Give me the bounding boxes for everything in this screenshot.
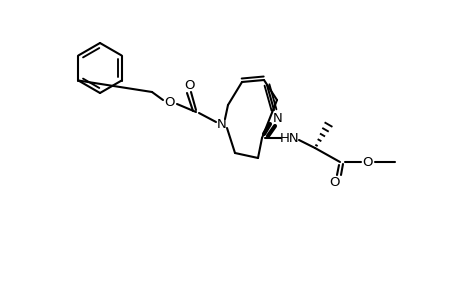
Text: O: O <box>164 95 175 109</box>
Text: O: O <box>185 79 195 92</box>
Text: N: N <box>273 112 282 124</box>
Text: HN: HN <box>280 131 299 145</box>
Text: O: O <box>329 176 340 188</box>
Text: O: O <box>362 155 372 169</box>
Text: N: N <box>217 118 226 130</box>
